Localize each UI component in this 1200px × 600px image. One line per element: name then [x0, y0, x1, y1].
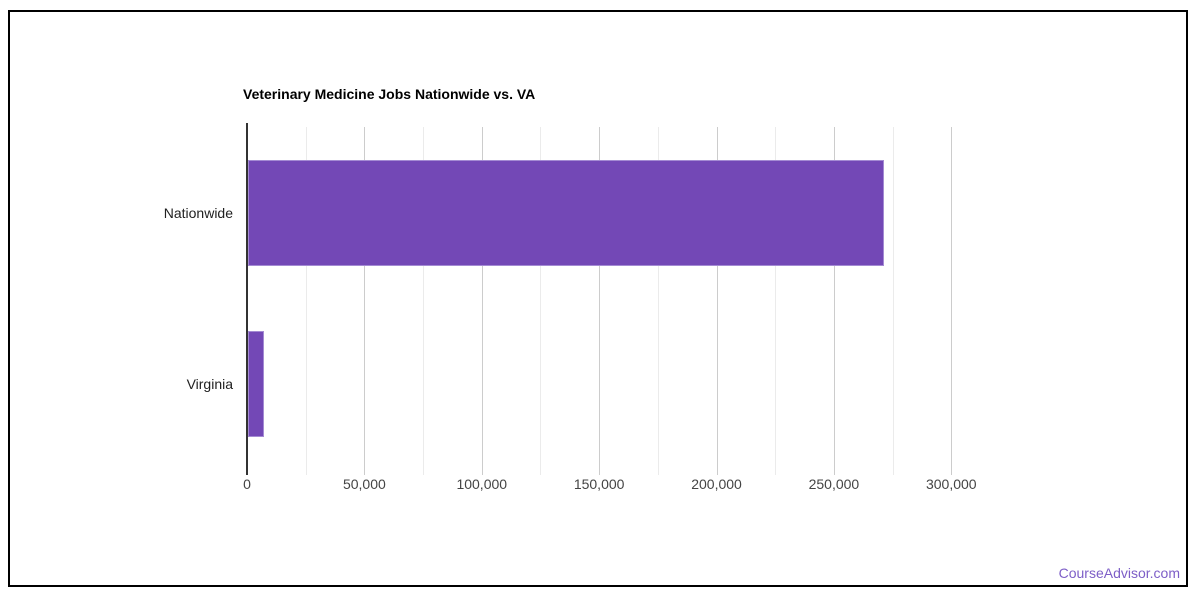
axis-tick: [423, 470, 425, 475]
minor-gridline: [892, 127, 894, 470]
major-gridline: [599, 127, 601, 470]
category-label-virginia: Virginia: [186, 376, 233, 393]
axis-tick: [951, 470, 953, 475]
x-tick-label: 150,000: [573, 476, 625, 492]
minor-gridline: [775, 127, 777, 470]
axis-tick: [305, 470, 307, 475]
axis-tick: [657, 470, 659, 475]
x-tick-label: 0: [243, 476, 251, 492]
minor-gridline: [540, 127, 542, 470]
axis-tick: [540, 470, 542, 475]
axis-tick: [833, 470, 835, 475]
page-border-frame: [8, 10, 1188, 587]
x-tick-label: 200,000: [691, 476, 742, 492]
category-label-nationwide: Nationwide: [163, 204, 233, 221]
x-tick-label: 100,000: [456, 476, 508, 492]
major-gridline: [951, 127, 953, 470]
major-gridline: [481, 127, 483, 470]
major-gridline: [833, 127, 835, 470]
bar-virginia[interactable]: [248, 331, 264, 438]
major-gridline: [364, 127, 366, 470]
bar-nationwide[interactable]: [248, 159, 885, 266]
minor-gridline: [423, 127, 425, 470]
axis-tick: [892, 470, 894, 475]
courseadvisor-watermark-link[interactable]: CourseAdvisor.com: [1058, 565, 1180, 581]
axis-tick: [599, 470, 601, 475]
axis-tick: [481, 470, 483, 475]
minor-gridline: [657, 127, 659, 470]
chart-title: Veterinary Medicine Jobs Nationwide vs. …: [243, 86, 536, 102]
minor-gridline: [305, 127, 307, 470]
x-tick-label: 250,000: [808, 476, 860, 492]
x-tick-label: 50,000: [342, 476, 386, 492]
axis-tick: [716, 470, 718, 475]
y-axis-baseline: [246, 123, 248, 475]
plot-area: [247, 127, 1010, 475]
axis-tick: [775, 470, 777, 475]
axis-tick: [364, 470, 366, 475]
major-gridline: [716, 127, 718, 470]
x-tick-label: 300,000: [925, 476, 977, 492]
